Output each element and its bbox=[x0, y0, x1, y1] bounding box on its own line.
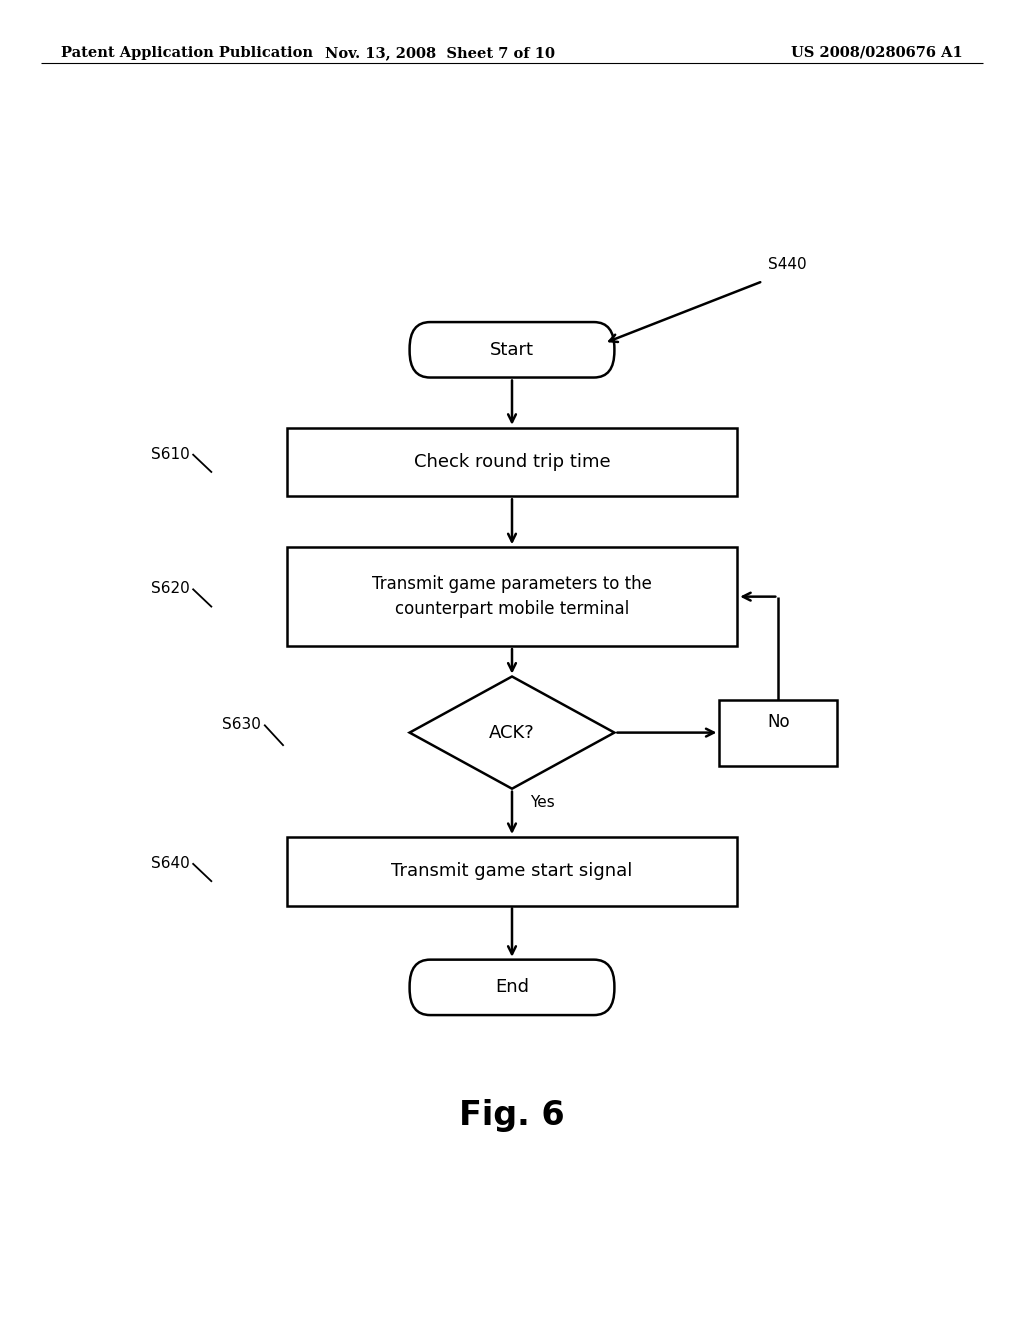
Text: No: No bbox=[767, 713, 790, 731]
Text: S630: S630 bbox=[222, 717, 261, 733]
Bar bbox=[719, 700, 838, 766]
Text: Yes: Yes bbox=[530, 795, 555, 810]
FancyBboxPatch shape bbox=[410, 960, 614, 1015]
Text: S610: S610 bbox=[151, 446, 189, 462]
Text: Patent Application Publication: Patent Application Publication bbox=[61, 46, 313, 59]
Text: End: End bbox=[495, 978, 529, 997]
Text: Start: Start bbox=[490, 341, 534, 359]
Text: S620: S620 bbox=[151, 581, 189, 597]
Text: Transmit game parameters to the
counterpart mobile terminal: Transmit game parameters to the counterp… bbox=[372, 576, 652, 618]
Text: Fig. 6: Fig. 6 bbox=[459, 1098, 565, 1133]
Polygon shape bbox=[410, 676, 614, 788]
Bar bbox=[287, 428, 737, 496]
Text: S640: S640 bbox=[151, 855, 189, 871]
Text: S440: S440 bbox=[768, 257, 807, 272]
Text: Check round trip time: Check round trip time bbox=[414, 453, 610, 471]
Bar bbox=[287, 546, 737, 645]
Bar bbox=[287, 837, 737, 906]
Text: ACK?: ACK? bbox=[489, 723, 535, 742]
Text: Transmit game start signal: Transmit game start signal bbox=[391, 862, 633, 880]
Text: Nov. 13, 2008  Sheet 7 of 10: Nov. 13, 2008 Sheet 7 of 10 bbox=[326, 46, 555, 59]
FancyBboxPatch shape bbox=[410, 322, 614, 378]
Text: US 2008/0280676 A1: US 2008/0280676 A1 bbox=[791, 46, 963, 59]
